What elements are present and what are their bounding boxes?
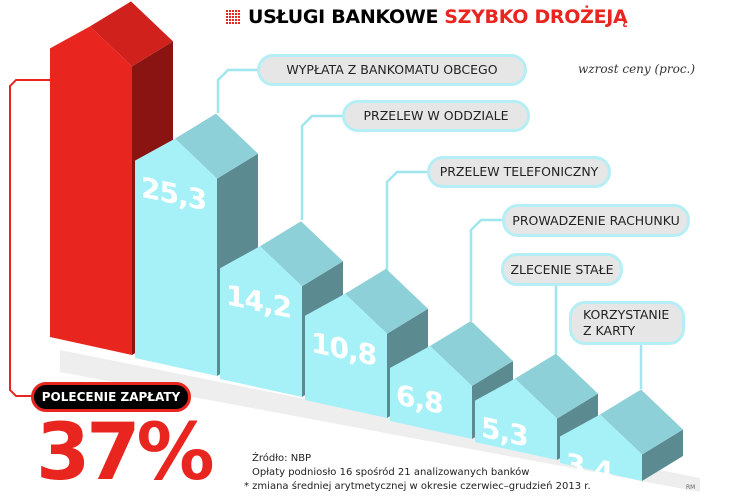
grid-logo-icon — [226, 10, 240, 24]
title-black: USŁUGI BANKOWE — [248, 6, 439, 28]
chart-title: USŁUGI BANKOWE SZYBKO DROŻEJĄ — [226, 6, 628, 28]
category-label-5: ZLECENIE STAŁE — [501, 253, 623, 286]
connector-line-1 — [216, 68, 258, 113]
house-bar-0 — [50, 1, 173, 356]
house-bar-4: 6,8 — [390, 320, 513, 439]
house-front — [135, 138, 217, 376]
house-front — [560, 414, 642, 481]
house-roof — [430, 320, 513, 386]
connector-line-2 — [300, 114, 343, 220]
house-front — [220, 246, 302, 397]
house-roof — [600, 389, 683, 455]
house-roof — [345, 268, 428, 334]
house-bar-2: 14,2 — [220, 221, 343, 397]
category-label-3: PRZELEW TELEFONICZNY — [427, 156, 611, 188]
category-label-2: PRZELEW W ODDZIALE — [342, 100, 530, 132]
house-front — [305, 293, 387, 418]
category-label-1: WYPŁATA Z BANKOMATU OBCEGO — [257, 54, 527, 86]
house-front — [475, 378, 557, 460]
house-roof — [90, 1, 173, 67]
unit-note: wzrost ceny (proc.) — [578, 62, 696, 76]
highlight-connector — [9, 79, 50, 397]
house-front — [390, 345, 472, 439]
house-side — [642, 429, 683, 481]
connector-line-4 — [469, 218, 503, 321]
notes: Źródło: NBP Opłaty podniosło 16 spośród … — [244, 452, 591, 494]
house-front — [50, 26, 132, 356]
category-label-4: PROWADZENIE RACHUNKU — [502, 204, 690, 237]
category-label-6-text: KORZYSTANIE Z KARTY — [583, 307, 670, 338]
credit: RM — [686, 484, 696, 491]
house-roof — [260, 221, 343, 287]
connector-line-3 — [385, 170, 428, 275]
highlight-label: POLECENIE ZAPŁATY — [31, 382, 191, 412]
source-note: Źródło: NBP — [252, 453, 312, 464]
highlight-value: 37% — [36, 408, 215, 498]
house-roof — [515, 353, 598, 419]
house-roof — [175, 113, 258, 179]
title-red: SZYBKO DROŻEJĄ — [444, 6, 628, 28]
category-label-6: KORZYSTANIE Z KARTY — [569, 301, 685, 345]
banks-note: Opłaty podniosło 16 spośród 21 analizowa… — [252, 467, 530, 478]
ground-shadow — [60, 350, 700, 492]
footnote: * zmiana średniej arytmetycznej w okresi… — [244, 481, 591, 492]
